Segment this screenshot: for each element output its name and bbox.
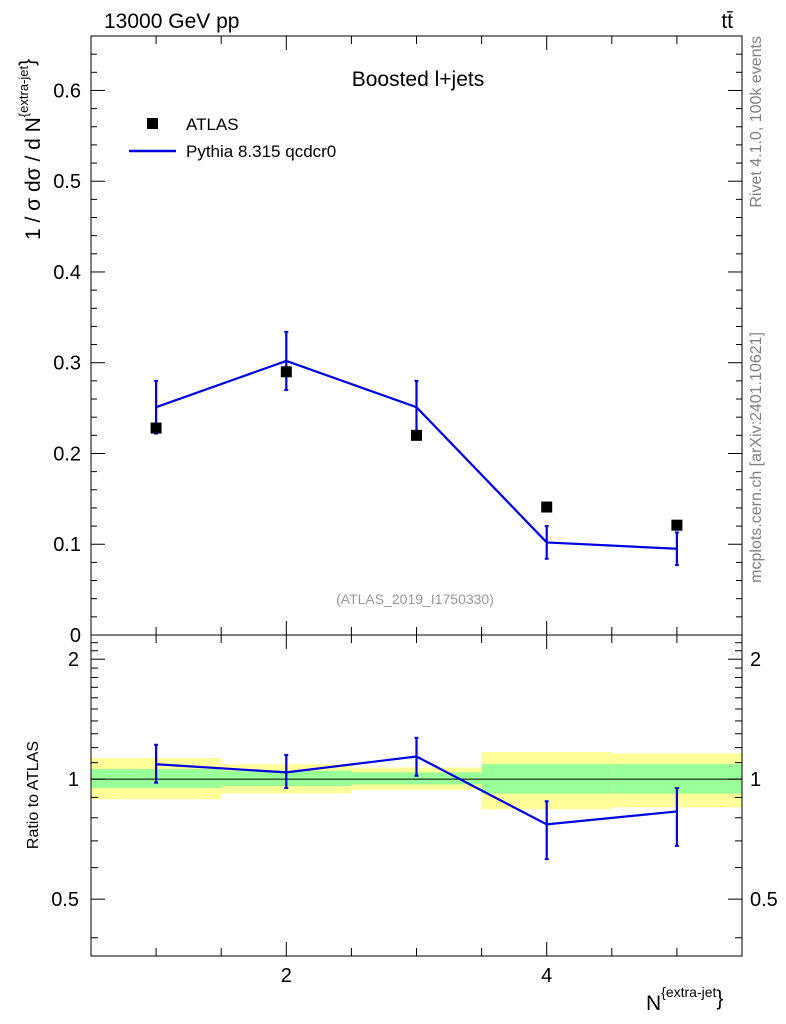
main-data-series [150,366,683,531]
xtick-label: 2 [281,965,292,987]
main-ytick-label: 0.1 [53,534,81,556]
main-ytick-label: 0.5 [53,171,81,193]
ratio-ytick-label: 0.5 [51,889,79,911]
main-panel: 0 0.1 0.2 0.3 0.4 0.5 0.6 Boosted l+jets (ATLA… [16,35,743,647]
ratio-ytick-labels: 0.5 0.5 1 1 2 2 [51,649,778,911]
main-data-point [411,429,422,441]
main-ytick-label: 0.4 [53,262,81,284]
main-ytick-labels: 0 0.1 0.2 0.3 0.4 0.5 0.6 [53,80,81,647]
main-ytick-label: 0 [70,625,81,647]
main-data-point [150,422,162,434]
main-ytick-label: 0.6 [53,80,81,102]
main-ylabel: 1 / σ dσ / d N{extra-jet} [16,59,45,240]
ratio-ylabel: Ratio to ATLAS [25,741,42,849]
legend-atlas-label: ATLAS [186,115,239,134]
main-ylabel-text: 1 / σ dσ / d N [22,117,45,240]
ratio-ytick-label: 1 [68,769,79,791]
main-ylabel-close: } [16,59,39,66]
main-data-point [280,366,292,378]
main-ylabel-sup: {extra-jet [16,65,31,117]
main-ytick-label: 0.2 [53,443,81,465]
ratio-ytick-label-right: 1 [750,769,761,791]
energy-label: 13000 GeV pp [104,10,239,33]
xlabel-sup: {extra-jet [661,984,716,1000]
legend-mc-label: Pythia 8.315 qcdcr0 [186,142,336,161]
mcplots-label: mcplots.cern.ch [arXiv:2401.10621] [748,332,765,583]
process-label: tt̄ [721,10,733,33]
legend: ATLAS Pythia 8.315 qcdcr0 [129,115,336,161]
ratio-band-inner [351,772,482,785]
ratio-ticks [90,635,743,956]
xlabel-text: N [646,992,661,1015]
xlabel: N{extra-jet} [646,984,723,1015]
analysis-watermark: (ATLAS_2019_I1750330) [336,591,494,607]
xtick-label: 4 [541,965,552,987]
ratio-ytick-label: 2 [68,649,79,671]
chart-title: Boosted l+jets [352,68,485,91]
ratio-mc-series [154,736,679,861]
main-mc-series [154,330,679,567]
rivet-label: Rivet 4.1.0, 100k events [748,36,765,208]
main-ytick-label: 0.3 [53,353,81,375]
main-data-point [541,501,553,513]
xlabel-close: } [716,987,723,1010]
main-ticks [90,35,743,636]
ratio-ytick-label-right: 0.5 [750,889,778,911]
ratio-bands [91,751,742,810]
svg-text:1 / σ dσ / d N{extra-jet}: 1 / σ dσ / d N{extra-jet} [16,59,45,240]
ratio-ytick-label-right: 2 [750,649,761,671]
legend-atlas-marker [147,118,158,129]
main-data-point [671,519,683,531]
